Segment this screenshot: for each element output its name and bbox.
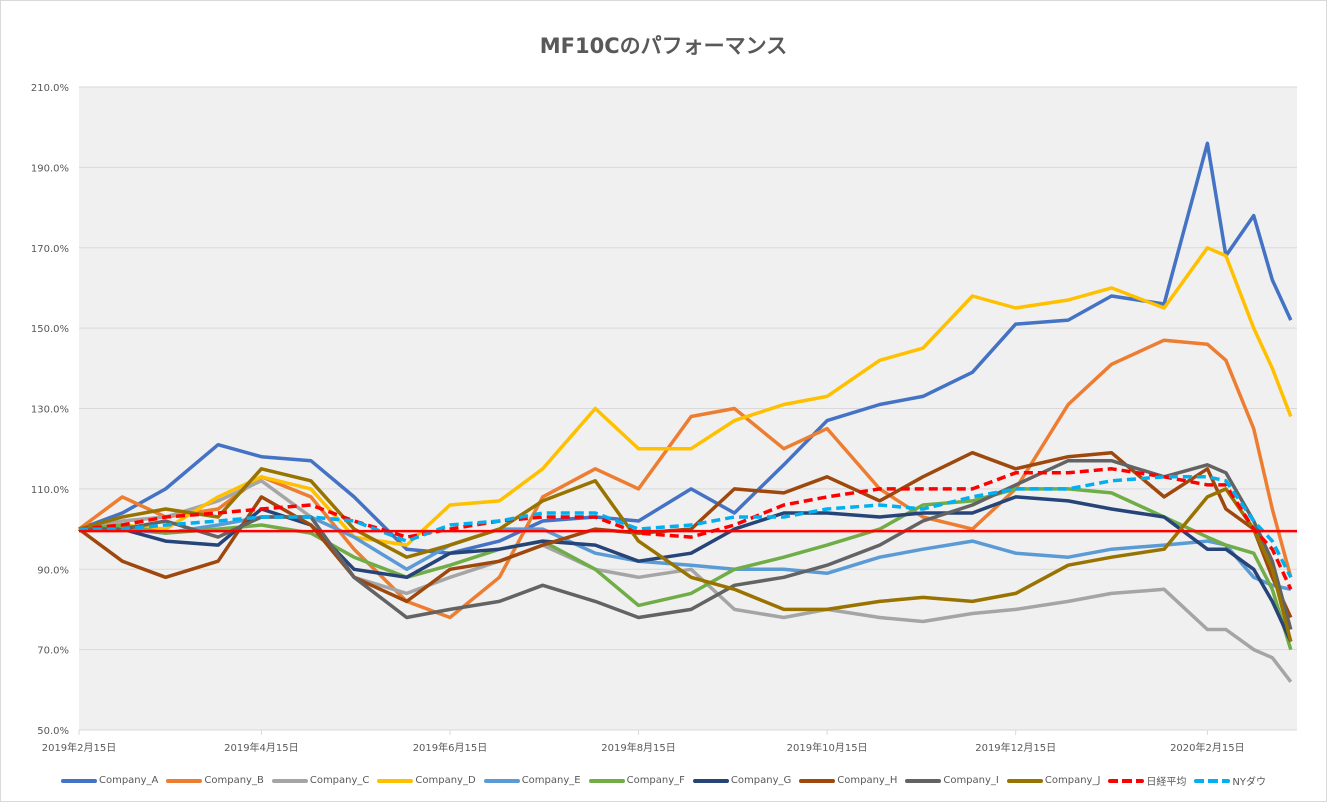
series-line-Company_D: [78, 246, 1293, 547]
legend-swatch: [1108, 778, 1145, 783]
legend-label: Company_H: [837, 775, 898, 786]
legend-label: Company_I: [943, 775, 999, 786]
x-tick-label: 2019年10月15日: [787, 741, 868, 754]
series-line-日経平均: [78, 467, 1293, 591]
legend-label: NYダウ: [1232, 777, 1266, 788]
legend-swatch: [588, 778, 625, 783]
legend-item: 日経平均: [1108, 773, 1186, 788]
legend-item: Company_C: [271, 773, 370, 788]
legend-item: NYダウ: [1194, 773, 1266, 788]
legend-label: Company_A: [98, 775, 159, 786]
legend-item: Company_I: [905, 773, 999, 788]
series-line-Company_B: [77, 338, 1293, 620]
y-tick-label: 130.0%: [31, 405, 69, 416]
y-tick-label: 50.0%: [37, 726, 69, 737]
legend: Company_A Company_B Company_C Company_D Comp…: [0, 773, 1327, 788]
y-tick-label: 190.0%: [31, 163, 69, 174]
series-line-Company_A: [78, 141, 1293, 555]
chart-title: MF10Cのパフォーマンス: [539, 34, 788, 58]
legend-swatch: [905, 778, 942, 783]
x-tick-label: 2019年4月15日: [224, 741, 299, 754]
y-tick-label: 90.0%: [37, 565, 69, 576]
y-tick-label: 170.0%: [31, 244, 69, 255]
legend-label: Company_E: [521, 775, 581, 786]
y-tick-label: 150.0%: [31, 324, 69, 335]
legend-item: Company_G: [692, 773, 792, 788]
x-tick-label: 2020年2月15日: [1170, 741, 1245, 754]
legend-label: Company_D: [415, 775, 476, 786]
legend-item: Company_H: [799, 773, 897, 788]
legend-swatch: [1194, 778, 1231, 783]
y-tick-label: 210.0%: [31, 83, 69, 94]
legend-label: Company_G: [730, 775, 792, 786]
series-line-Company_G: [79, 495, 1293, 643]
series-line-NYダウ: [79, 475, 1293, 579]
legend-swatch: [271, 778, 308, 783]
legend-swatch: [166, 778, 203, 783]
legend-label: 日経平均: [1146, 777, 1187, 788]
x-tick-label: 2019年8月15日: [601, 741, 676, 754]
legend-label: Company_F: [626, 775, 685, 786]
y-tick-label: 70.0%: [37, 646, 69, 657]
legend-swatch: [799, 778, 836, 783]
legend-item: Company_B: [166, 773, 264, 788]
x-tick-label: 2019年2月15日: [42, 741, 117, 754]
legend-swatch: [377, 778, 414, 783]
legend-item: Company_F: [588, 773, 685, 788]
legend-swatch: [692, 778, 729, 783]
legend-item: Company_A: [60, 773, 159, 788]
legend-label: Company_C: [309, 775, 370, 786]
y-tick-label: 110.0%: [31, 485, 69, 496]
legend-label: Company_J: [1044, 775, 1101, 786]
legend-item: Company_D: [377, 773, 476, 788]
legend-item: Company_E: [483, 773, 581, 788]
legend-swatch: [1006, 778, 1043, 783]
legend-swatch: [483, 778, 520, 783]
legend-label: Company_B: [204, 775, 264, 786]
x-tick-label: 2019年12月15日: [975, 741, 1056, 754]
legend-item: Company_J: [1006, 773, 1101, 788]
legend-swatch: [60, 778, 97, 783]
x-tick-label: 2019年6月15日: [413, 741, 488, 754]
